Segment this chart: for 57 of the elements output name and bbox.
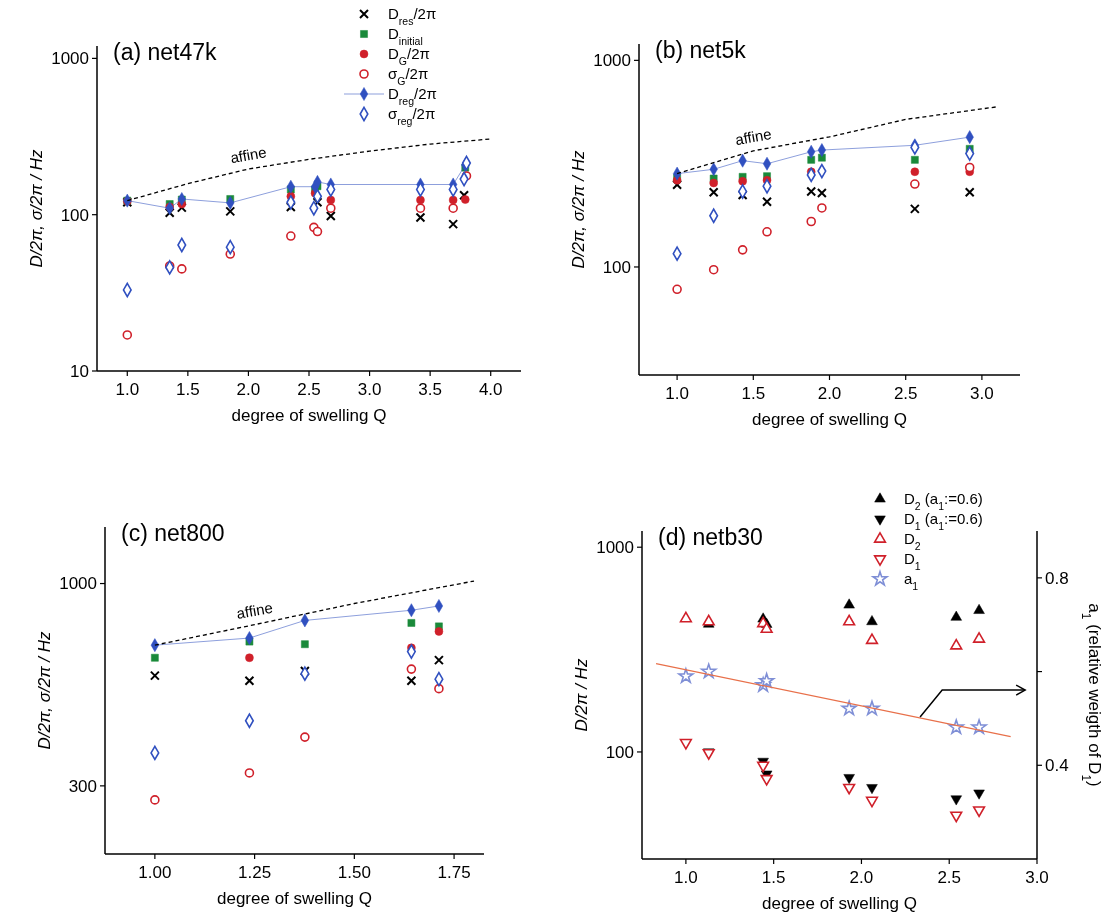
x-tick-label: 2.0	[236, 380, 261, 399]
legend-label: D$_{2}$	[904, 530, 921, 553]
legend-label: D$_{G}$/2π	[388, 45, 430, 68]
legend-label: D$_{res}$/2π	[388, 5, 437, 28]
x-axis-title: degree of swelling Q	[752, 410, 907, 429]
y-tick-label: 1000	[596, 538, 634, 558]
x-tick-label: 1.75	[437, 863, 471, 882]
y-tick-label: 100	[605, 742, 634, 762]
chart-title: (b) net5k	[655, 37, 747, 63]
y-tick-label: 1000	[59, 574, 97, 594]
y-axis-title: D/2π, σ/2π / Hz	[27, 148, 46, 268]
x-tick-label: 1.5	[761, 868, 786, 887]
y-tick-label: 1000	[51, 49, 89, 69]
y-tick-label: 100	[602, 257, 631, 277]
y-axis-title: D/2π / Hz	[572, 658, 591, 732]
chart-title: (c) net800	[121, 520, 225, 546]
x-tick-label: 1.50	[337, 863, 371, 882]
x-tick-label: 1.5	[741, 384, 766, 403]
x-tick-label: 2.0	[849, 868, 874, 887]
x-tick-label: 3.0	[357, 380, 382, 399]
x-tick-label: 1.0	[674, 868, 698, 887]
annotation: affine	[733, 125, 773, 149]
legend-label: D$_{2}$ (a$_{1}$:=0.6)	[904, 490, 983, 513]
y-tick-label: 1000	[593, 51, 631, 71]
x-axis-title: degree of swelling Q	[217, 889, 372, 908]
x-tick-label: 3.0	[1025, 868, 1049, 887]
x-tick-label: 1.5	[176, 380, 200, 399]
y-tick-label: 10	[70, 361, 89, 381]
x-tick-label: 1.00	[138, 863, 172, 882]
y2-tick-label: 0.4	[1045, 756, 1069, 776]
x-tick-label: 3.0	[970, 384, 994, 403]
legend-label: D$_{1}$	[904, 550, 921, 573]
x-tick-label: 1.25	[238, 863, 272, 882]
x-tick-label: 2.5	[893, 384, 918, 403]
x-tick-label: 3.5	[418, 380, 442, 399]
y2-tick-label: 0.8	[1045, 568, 1069, 588]
y-tick-label: 100	[60, 205, 89, 225]
y-axis-title: D/2π, σ/2π / Hz	[35, 630, 54, 750]
x-tick-label: 4.0	[478, 380, 503, 399]
y-axis-title: D/2π, σ/2π / Hz	[569, 149, 588, 269]
x-axis-title: degree of swelling Q	[231, 406, 387, 425]
y-tick-label: 300	[68, 776, 97, 796]
x-tick-label: 2.5	[297, 380, 321, 399]
annotation: affine	[228, 143, 268, 167]
x-tick-label: 1.0	[115, 380, 140, 399]
legend-label: D$_{reg}$/2π	[388, 85, 437, 108]
legend-label: a$_{1}$	[904, 570, 919, 593]
annotation: affine	[235, 598, 274, 622]
x-tick-label: 2.5	[937, 868, 962, 887]
x-axis-title: degree of swelling Q	[762, 894, 917, 913]
legend-label: D$_{initial}$	[388, 25, 423, 48]
chart-title: (d) netb30	[658, 524, 763, 550]
x-tick-label: 2.0	[817, 384, 842, 403]
chart-title: (a) net47k	[113, 39, 218, 65]
x-tick-label: 1.0	[665, 384, 689, 403]
legend-label: D$_{1}$ (a$_{1}$:=0.6)	[904, 510, 983, 533]
legend-label: σ$_{G}$/2π	[388, 65, 429, 88]
